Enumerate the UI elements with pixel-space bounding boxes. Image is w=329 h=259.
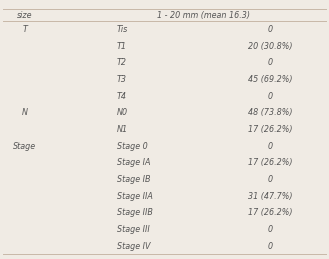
Text: T2: T2 — [117, 58, 127, 67]
Text: Stage 0: Stage 0 — [117, 142, 147, 151]
Text: 0: 0 — [267, 225, 272, 234]
Text: 0: 0 — [267, 175, 272, 184]
Text: 20 (30.8%): 20 (30.8%) — [247, 42, 292, 51]
Text: Tis: Tis — [117, 25, 128, 34]
Text: T3: T3 — [117, 75, 127, 84]
Text: 31 (47.7%): 31 (47.7%) — [247, 192, 292, 200]
Text: N0: N0 — [117, 108, 128, 117]
Text: 0: 0 — [267, 58, 272, 67]
Text: 0: 0 — [267, 241, 272, 250]
Text: Stage IIA: Stage IIA — [117, 192, 153, 200]
Text: 0: 0 — [267, 142, 272, 151]
Text: 17 (26.2%): 17 (26.2%) — [247, 158, 292, 167]
Text: 0: 0 — [267, 25, 272, 34]
Text: 17 (26.2%): 17 (26.2%) — [247, 125, 292, 134]
Text: N: N — [22, 108, 28, 117]
Text: Stage IB: Stage IB — [117, 175, 150, 184]
Text: Stage IIB: Stage IIB — [117, 208, 153, 217]
Text: T4: T4 — [117, 92, 127, 101]
Text: Stage III: Stage III — [117, 225, 150, 234]
Text: 1 - 20 mm (mean 16.3): 1 - 20 mm (mean 16.3) — [158, 11, 250, 19]
Text: Stage IV: Stage IV — [117, 241, 150, 250]
Text: size: size — [17, 11, 33, 19]
Text: Stage IA: Stage IA — [117, 158, 150, 167]
Text: 0: 0 — [267, 92, 272, 101]
Text: N1: N1 — [117, 125, 128, 134]
Text: Stage: Stage — [13, 142, 36, 151]
Text: T1: T1 — [117, 42, 127, 51]
Text: 45 (69.2%): 45 (69.2%) — [247, 75, 292, 84]
Text: 48 (73.8%): 48 (73.8%) — [247, 108, 292, 117]
Text: T: T — [22, 25, 27, 34]
Text: 17 (26.2%): 17 (26.2%) — [247, 208, 292, 217]
